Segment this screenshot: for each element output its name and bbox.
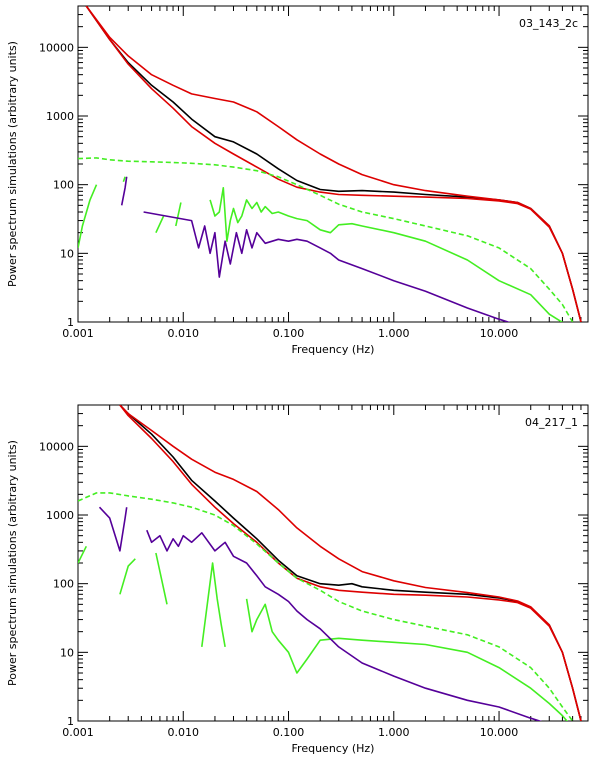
x-tick-label: 1.000 [378, 726, 410, 739]
y-tick-label: 1000 [46, 110, 74, 123]
series-line-total [85, 6, 582, 322]
series-line-model-upper [119, 405, 582, 721]
series-group [78, 405, 582, 721]
series-line-model-lower [85, 6, 582, 322]
y-axis-label: Power spectrum simulations (arbitrary un… [6, 440, 19, 686]
x-tick-label: 0.100 [273, 327, 305, 340]
x-tick-label: 0.001 [62, 327, 94, 340]
x-tick-label: 0.100 [273, 726, 305, 739]
series-line-component-green [78, 176, 564, 322]
panel-bottom: 0.001 0.010 0.100 1.000 10.000 1 10 100 1000 1000… [6, 404, 589, 755]
series-line-model-upper [85, 6, 582, 322]
series-line-total [119, 405, 582, 721]
y-tick-label: 10000 [39, 41, 74, 54]
y-tick-label: 10000 [39, 440, 74, 453]
y-tick-label: 10 [60, 247, 74, 260]
series-group [78, 6, 582, 322]
panel-label: 04_217_1 [525, 416, 578, 429]
series-line-model-lower [119, 405, 582, 721]
y-tick-label: 1 [67, 316, 74, 329]
series-line-component-purple [98, 506, 543, 721]
x-tick-label: 0.010 [168, 327, 200, 340]
x-axis-label: Frequency (Hz) [292, 742, 375, 755]
series-line-component-dashed [78, 492, 574, 721]
x-tick-label: 10.000 [480, 327, 519, 340]
x-tick-label: 1.000 [378, 327, 410, 340]
series-line-component-dashed [78, 157, 574, 322]
y-tick-label: 1 [67, 715, 74, 728]
y-tick-label: 100 [53, 179, 74, 192]
panel-label: 03_143_2c [519, 17, 578, 30]
panel-top: 0.001 0.010 0.100 1.000 10.000 1 10 100 1000 1000… [6, 5, 589, 356]
x-tick-label: 0.001 [62, 726, 94, 739]
x-tick-label: 0.010 [168, 726, 200, 739]
series-line-component-purple [120, 176, 511, 322]
y-axis-label: Power spectrum simulations (arbitrary un… [6, 41, 19, 287]
y-tick-label: 10 [60, 646, 74, 659]
y-tick-label: 1000 [46, 509, 74, 522]
plot-frame [77, 5, 589, 323]
series-line-component-green [78, 545, 568, 721]
plot-frame [77, 404, 589, 722]
x-axis-label: Frequency (Hz) [292, 343, 375, 356]
y-tick-label: 100 [53, 578, 74, 591]
x-tick-label: 10.000 [480, 726, 519, 739]
